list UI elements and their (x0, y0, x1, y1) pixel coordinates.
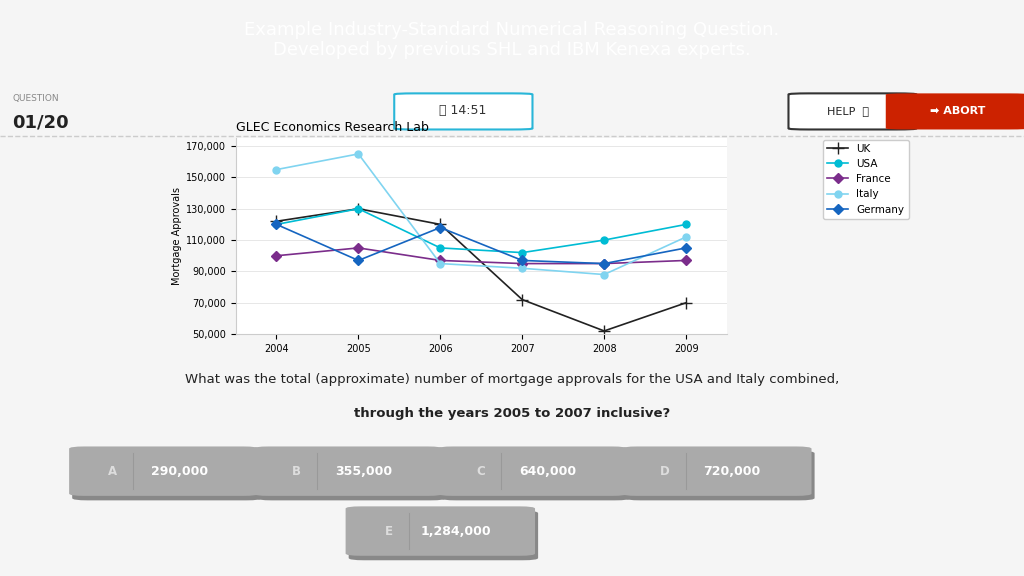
Italy (598, 271, 610, 278)
Y-axis label: Mortgage Approvals: Mortgage Approvals (172, 187, 181, 285)
FancyBboxPatch shape (438, 446, 627, 496)
Germany (434, 224, 446, 231)
Text: C: C (476, 465, 485, 478)
Legend: UK, USA, France, Italy, Germany: UK, USA, France, Italy, Germany (823, 139, 908, 219)
Italy (270, 166, 283, 173)
Text: ⌚ 14:51: ⌚ 14:51 (439, 104, 486, 118)
Line: UK: UK (271, 203, 691, 336)
USA (270, 221, 283, 228)
Text: What was the total (approximate) number of mortgage approvals for the USA and It: What was the total (approximate) number … (185, 373, 839, 386)
Germany (352, 257, 365, 264)
USA (680, 221, 692, 228)
France (598, 260, 610, 267)
FancyBboxPatch shape (348, 511, 539, 560)
Text: 01/20: 01/20 (12, 114, 69, 132)
France (352, 244, 365, 251)
Text: A: A (108, 465, 117, 478)
Text: 1,284,000: 1,284,000 (421, 525, 490, 537)
Germany (680, 244, 692, 251)
Line: Germany: Germany (273, 221, 689, 267)
FancyBboxPatch shape (886, 93, 1024, 130)
Text: 355,000: 355,000 (335, 465, 392, 478)
Italy (352, 150, 365, 157)
FancyBboxPatch shape (72, 451, 262, 501)
France (516, 260, 528, 267)
Text: QUESTION: QUESTION (12, 94, 59, 103)
Germany (270, 221, 283, 228)
Italy (680, 233, 692, 240)
FancyBboxPatch shape (625, 451, 814, 501)
Line: USA: USA (273, 205, 689, 256)
France (434, 257, 446, 264)
Text: D: D (660, 465, 670, 478)
UK (352, 205, 365, 212)
USA (434, 244, 446, 251)
UK (270, 218, 283, 225)
FancyBboxPatch shape (256, 451, 446, 501)
FancyBboxPatch shape (70, 446, 258, 496)
Text: 290,000: 290,000 (151, 465, 208, 478)
Text: ➡ ABORT: ➡ ABORT (930, 106, 985, 116)
Text: through the years 2005 to 2007 inclusive?: through the years 2005 to 2007 inclusive… (354, 407, 670, 420)
UK (516, 296, 528, 303)
Text: Example Industry-Standard Numerical Reasoning Question.
Developed by previous SH: Example Industry-Standard Numerical Reas… (245, 21, 779, 59)
USA (352, 205, 365, 212)
UK (434, 221, 446, 228)
FancyBboxPatch shape (394, 93, 532, 130)
Text: GLEC Economics Research Lab: GLEC Economics Research Lab (236, 122, 428, 134)
Text: 720,000: 720,000 (703, 465, 761, 478)
Line: France: France (273, 244, 689, 267)
Text: E: E (385, 525, 392, 537)
Germany (598, 260, 610, 267)
Line: Italy: Italy (273, 150, 689, 278)
USA (598, 237, 610, 244)
France (270, 252, 283, 259)
UK (680, 300, 692, 306)
France (680, 257, 692, 264)
FancyBboxPatch shape (622, 446, 811, 496)
Text: 640,000: 640,000 (519, 465, 577, 478)
Germany (516, 257, 528, 264)
Text: HELP  ⓘ: HELP ⓘ (826, 106, 869, 116)
FancyBboxPatch shape (254, 446, 442, 496)
Text: B: B (292, 465, 301, 478)
Italy (516, 265, 528, 272)
Italy (434, 260, 446, 267)
FancyBboxPatch shape (440, 451, 630, 501)
FancyBboxPatch shape (345, 506, 535, 556)
USA (516, 249, 528, 256)
UK (598, 328, 610, 335)
FancyBboxPatch shape (788, 93, 916, 130)
